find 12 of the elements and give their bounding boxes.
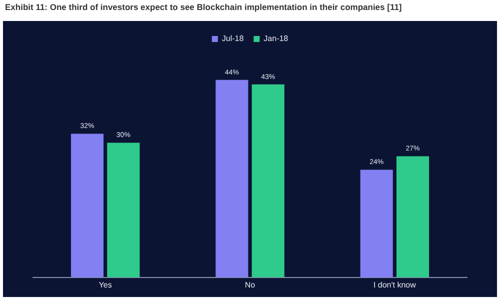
bar (360, 170, 393, 278)
legend-label: Jan-18 (264, 34, 289, 44)
bar (107, 142, 140, 278)
x-tick-label: No (244, 280, 256, 290)
bar (396, 156, 430, 278)
x-tick-label: Yes (98, 280, 112, 290)
legend-label: Jul-18 (222, 34, 244, 44)
bar (216, 80, 248, 278)
bar (252, 84, 284, 278)
chart-title: Exhibit 11: One third of investors expect to see Blockchain implementation in their companies [11] (5, 2, 403, 12)
x-tick-label: I don't know (373, 280, 416, 290)
bar (70, 134, 104, 278)
